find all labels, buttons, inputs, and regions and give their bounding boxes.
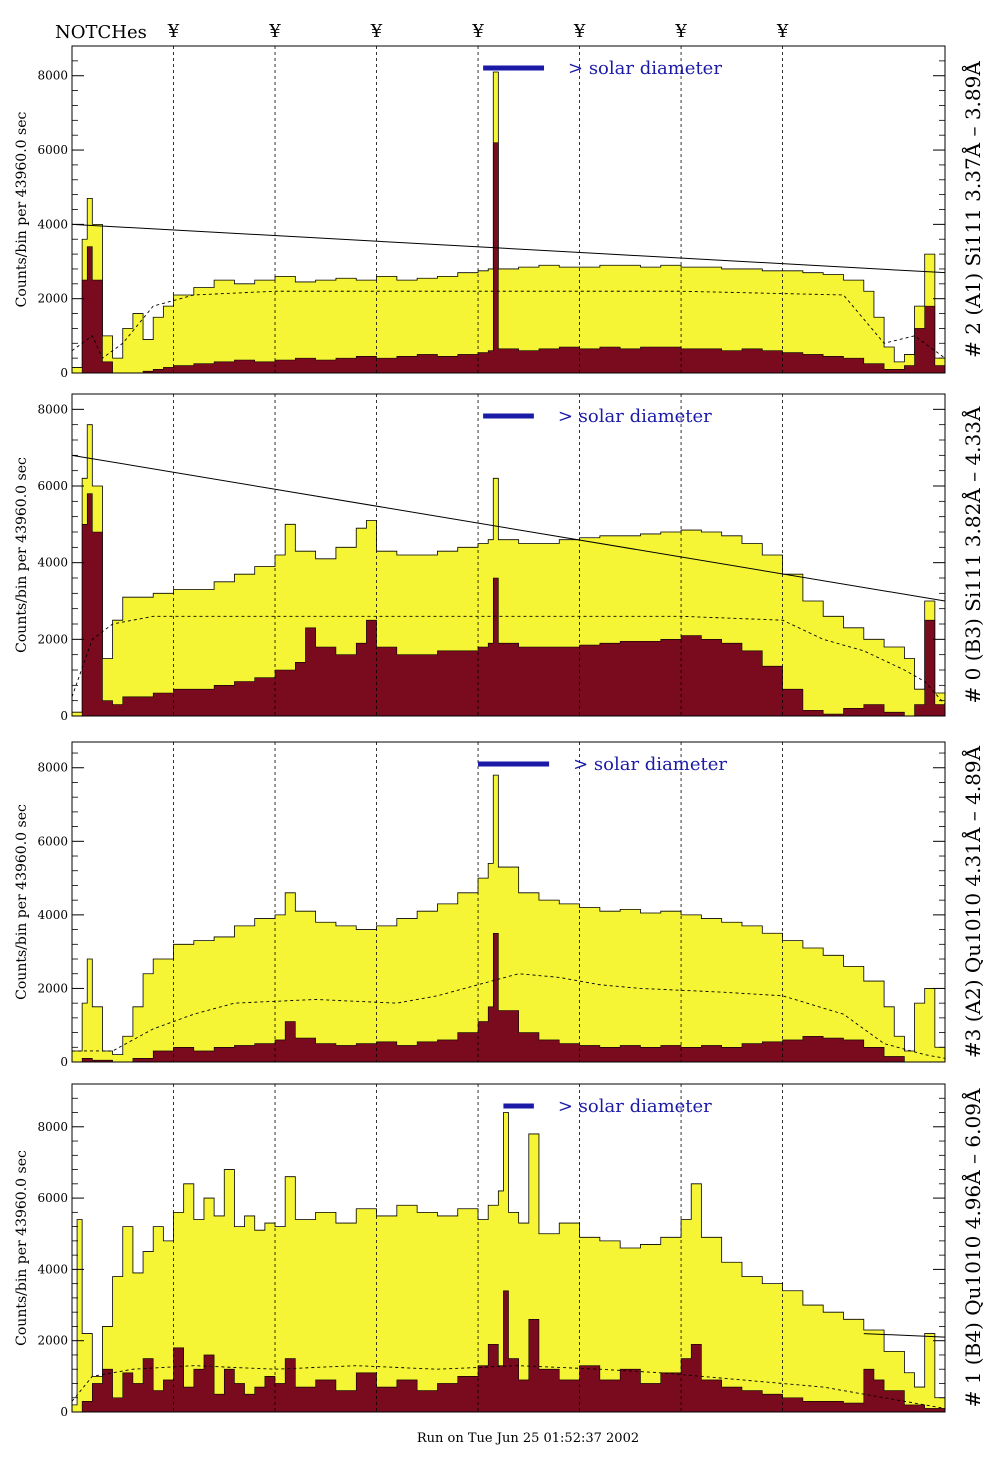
signal-counts-area [72, 493, 946, 717]
notch-symbol: ¥ [674, 21, 687, 42]
total-counts-area [71, 71, 946, 374]
total-counts-area [71, 774, 946, 1063]
y-tick-label: 0 [60, 366, 68, 380]
run-timestamp: Run on Tue Jun 25 01:52:37 2002 [417, 1431, 639, 1446]
y-tick-label: 8000 [37, 402, 68, 416]
fit-line [71, 223, 946, 274]
panel-a2-qu1010: 0 2000 4000 6000 8000 Counts/bin per 43960.0… [14, 741, 985, 1069]
y-tick-label: 2000 [37, 632, 68, 646]
fit-line [863, 1333, 946, 1338]
y-tick-label: 2000 [37, 292, 68, 306]
total-counts-area [71, 1112, 946, 1413]
signal-counts-area [72, 1290, 946, 1413]
notch-symbol: ¥ [370, 21, 383, 42]
y-tick-label: 6000 [37, 1191, 68, 1205]
y-tick-label: 6000 [37, 479, 68, 493]
panel-b4-qu1010: 0 2000 4000 6000 8000 Counts/bin per 43960.0… [14, 1083, 985, 1419]
notch-symbol: ¥ [776, 21, 789, 42]
panel-a1-si111: 0 2000 4000 6000 8000 Counts/bin per 43960.0… [14, 45, 985, 380]
y-tick-label: 6000 [37, 143, 68, 157]
y-tick-label: 4000 [37, 217, 68, 231]
y-tick-label: 2000 [37, 981, 68, 995]
plot-frame [71, 393, 946, 717]
plot-area: 0 2000 4000 6000 8000 [37, 393, 946, 723]
model-dashed-curve [71, 290, 946, 359]
notch-symbol: ¥ [167, 21, 180, 42]
y-tick-label: 8000 [37, 69, 68, 83]
right-panel-label: # 1 (B4) Qu1010 4.96Å – 6.09Å [960, 1088, 985, 1407]
plot-frame [71, 741, 946, 1063]
y-tick-label: 4000 [37, 1262, 68, 1276]
y-tick-label: 0 [60, 1405, 68, 1419]
notches-label: NOTCHes [55, 22, 147, 43]
y-tick-label: 8000 [37, 1120, 68, 1134]
solar-diameter-annotation: > solar diameter [558, 406, 712, 427]
notch-symbol: ¥ [471, 21, 484, 42]
plot-area: 0 2000 4000 6000 8000 [37, 741, 946, 1069]
model-dashed-curve [72, 973, 946, 1059]
signal-counts-area [72, 142, 946, 374]
signal-counts-area [72, 932, 945, 1063]
y-axis-label: Counts/bin per 43960.0 sec [14, 457, 30, 653]
y-tick-label: 6000 [37, 834, 68, 848]
plot-area: 0 2000 4000 6000 8000 [37, 1083, 946, 1419]
notch-symbol: ¥ [573, 21, 586, 42]
right-panel-label: # 2 (A1) Si111 3.37Å – 3.89Å [960, 61, 985, 358]
solar-diameter-annotation: > solar diameter [558, 1096, 712, 1117]
solar-diameter-annotation: > solar diameter [573, 754, 727, 775]
y-axis-label: Counts/bin per 43960.0 sec [14, 804, 30, 1000]
y-tick-label: 4000 [37, 908, 68, 922]
y-axis-label: Counts/bin per 43960.0 sec [14, 1150, 30, 1346]
y-axis-label: Counts/bin per 43960.0 sec [14, 112, 30, 308]
y-tick-label: 8000 [37, 761, 68, 775]
y-tick-label: 0 [60, 1055, 68, 1069]
right-panel-label: # 0 (B3) Si111 3.82Å – 4.33Å [960, 406, 985, 703]
y-tick-label: 0 [60, 709, 68, 723]
notch-symbols: ¥ ¥ ¥ ¥ ¥ ¥ ¥ [167, 21, 789, 42]
panel-b3-si111: 0 2000 4000 6000 8000 Counts/bin per 43960.0… [14, 393, 985, 723]
y-tick-label: 4000 [37, 556, 68, 570]
plot-frame [71, 1083, 946, 1413]
notch-symbol: ¥ [268, 21, 281, 42]
fit-line [71, 454, 946, 602]
plot-area: 0 2000 4000 6000 8000 [37, 45, 946, 380]
right-panel-label: #3 (A2) Qu1010 4.31Å – 4.89Å [960, 745, 985, 1058]
solar-diameter-annotation: > solar diameter [568, 58, 722, 79]
y-tick-label: 2000 [37, 1334, 68, 1348]
